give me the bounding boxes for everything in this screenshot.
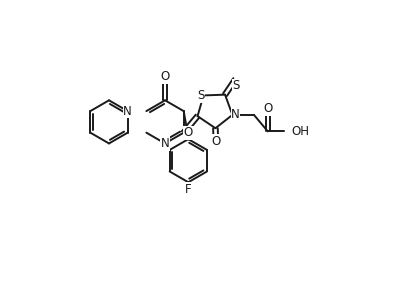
Text: S: S [198, 89, 205, 102]
Text: S: S [232, 79, 240, 92]
Text: F: F [185, 183, 192, 196]
Text: N: N [231, 108, 240, 121]
Text: N: N [123, 105, 132, 118]
Text: N: N [161, 137, 169, 150]
Text: O: O [160, 70, 169, 83]
Text: O: O [184, 127, 193, 140]
Text: OH: OH [291, 125, 309, 138]
Text: O: O [211, 135, 221, 148]
Text: O: O [263, 102, 272, 115]
